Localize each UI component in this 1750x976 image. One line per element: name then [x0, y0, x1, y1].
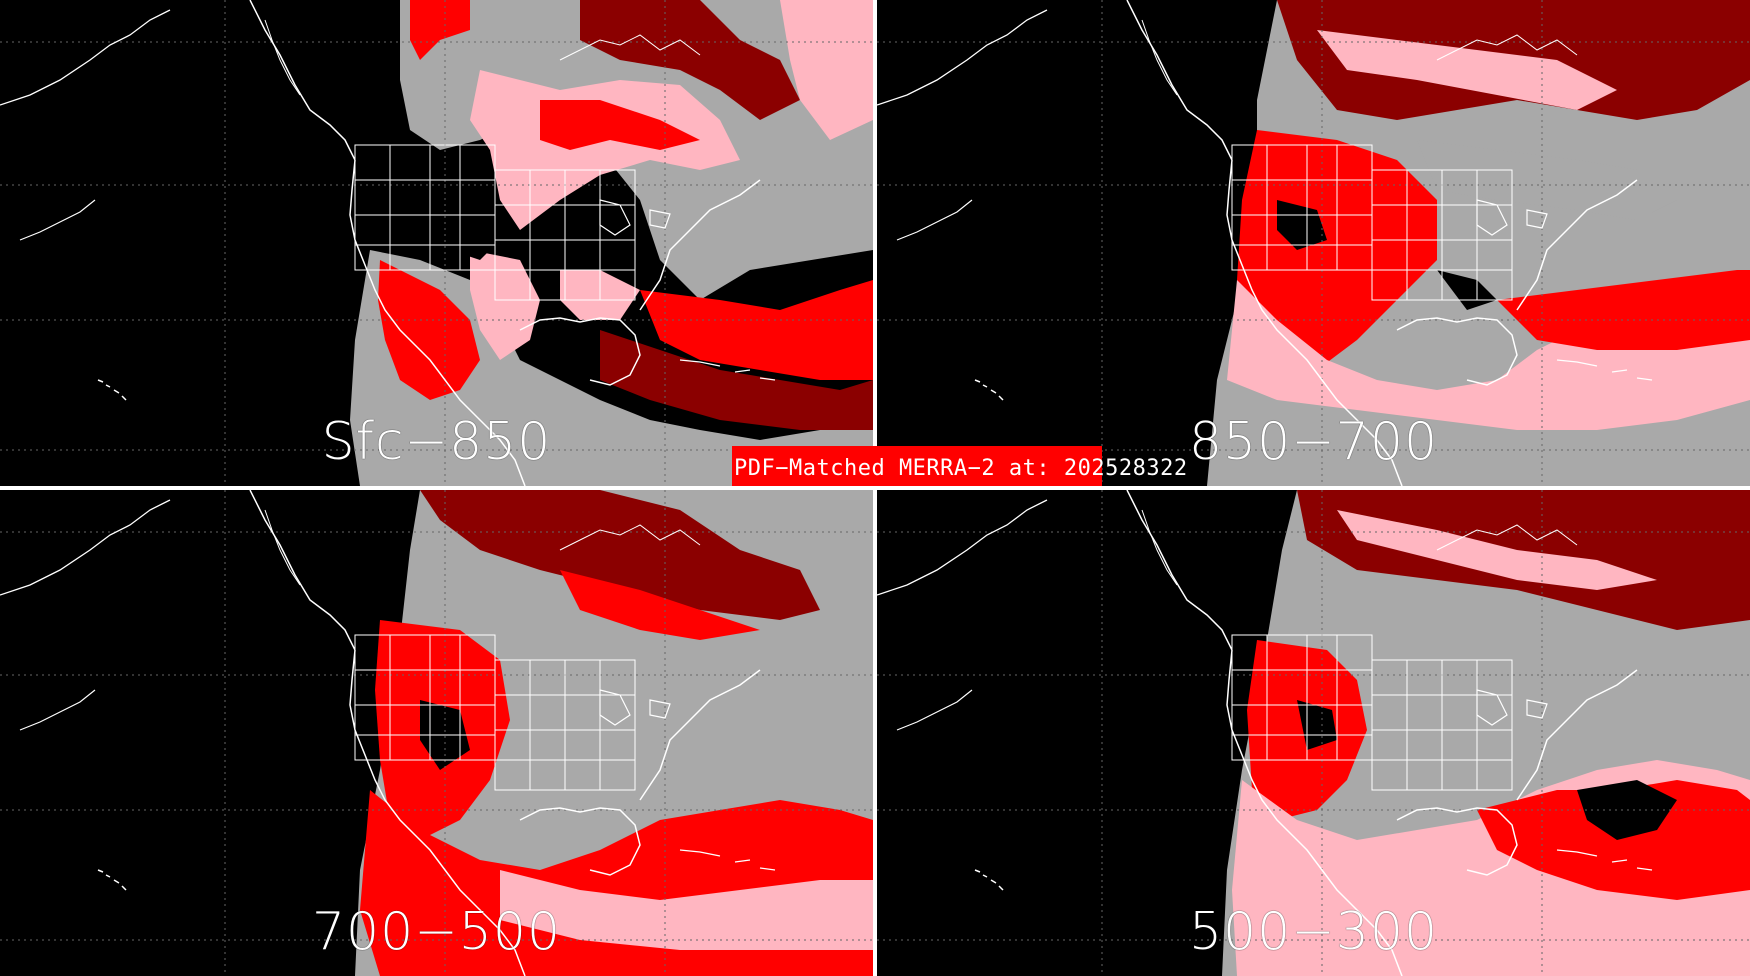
- panel-500-300: 500−300: [877, 490, 1750, 976]
- panel-850-700: 850−700: [877, 0, 1750, 486]
- panel-700-500: 700−500: [0, 490, 873, 976]
- map-850-700: [877, 0, 1750, 486]
- map-700-500: [0, 490, 873, 976]
- map-sfc-850: [0, 0, 873, 486]
- panel-sfc-850: Sfc−850: [0, 0, 873, 486]
- panel-label: 500−300: [1188, 902, 1439, 962]
- panel-label: 700−500: [311, 902, 562, 962]
- title-banner: [732, 446, 1102, 486]
- title-text: PDF−Matched MERRA−2 at: 202528322: [734, 456, 1188, 481]
- panel-label: Sfc−850: [321, 412, 552, 472]
- panel-label: 850−700: [1188, 412, 1439, 472]
- map-500-300: [877, 490, 1750, 976]
- horizontal-divider: [0, 486, 1750, 490]
